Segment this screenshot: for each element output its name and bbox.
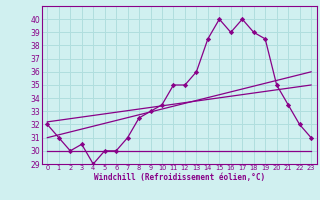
X-axis label: Windchill (Refroidissement éolien,°C): Windchill (Refroidissement éolien,°C) bbox=[94, 173, 265, 182]
